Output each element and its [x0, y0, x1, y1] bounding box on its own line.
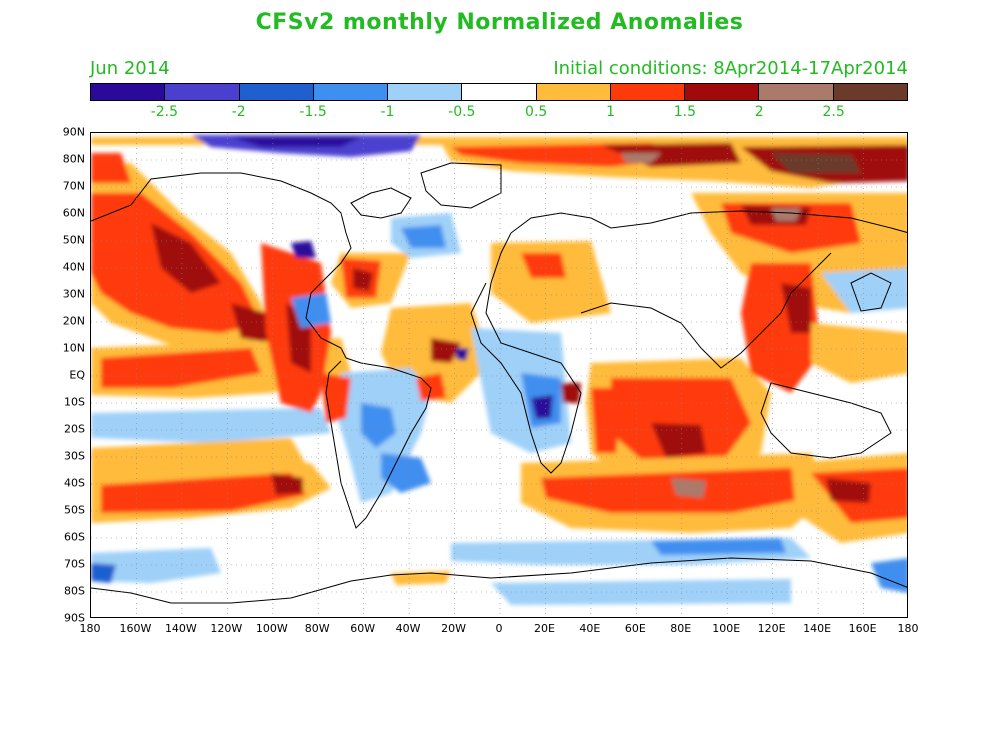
colorbar-segment [833, 84, 907, 100]
latitude-label: 60N [62, 206, 85, 220]
longitude-label: 120E [757, 622, 786, 635]
colorbar-label: 2.5 [822, 104, 845, 120]
colorbar-label: 1.5 [673, 104, 697, 120]
coastlines [91, 162, 907, 604]
colorbar-label: 1 [606, 104, 615, 120]
latitude-label: 20S [64, 422, 85, 436]
longitude-label: 80E [670, 622, 692, 635]
latitude-label: 40N [62, 260, 85, 274]
longitude-label: 20W [441, 622, 466, 635]
colorbar-segment [536, 84, 611, 100]
longitude-label: 80W [304, 622, 330, 635]
longitude-label: 140W [164, 622, 197, 635]
longitude-label: 0 [495, 622, 503, 635]
colorbar-label: 0.5 [525, 104, 548, 120]
latitude-label: 70N [62, 179, 85, 193]
longitude-label: 60W [350, 622, 376, 635]
colorbar-label: 2 [754, 104, 764, 120]
latitude-label: 50S [64, 503, 85, 517]
latitude-label: 10S [64, 395, 85, 409]
longitude-label: 20E [533, 622, 555, 635]
colorbar-segment [165, 84, 240, 100]
latitude-label: 90S [64, 611, 85, 625]
colorbar-label: -2 [231, 104, 246, 120]
latitude-label: 30N [62, 287, 85, 301]
anomaly-map [91, 133, 907, 617]
chart-title: CFSv2 monthly Normalized Anomalies [255, 10, 744, 35]
latitude-label: 20N [62, 314, 85, 328]
initial-conditions: Initial conditions: 8Apr2014-17Apr2014 [553, 58, 908, 79]
longitude-label: 180 [897, 622, 919, 635]
latitude-label: 30S [64, 449, 85, 463]
colorbar-segment [610, 84, 686, 100]
latitude-label: 60S [64, 530, 85, 544]
longitude-label: 120W [210, 622, 243, 635]
longitude-label: 140E [803, 622, 832, 635]
colorbar-label: -1.5 [299, 104, 327, 120]
latitude-label: 90N [62, 125, 85, 139]
colorbar-label: -0.5 [448, 104, 476, 120]
longitude-label: 40W [395, 622, 421, 635]
latitude-label: 50N [62, 233, 85, 247]
graticule [91, 133, 907, 617]
longitude-label: 100E [712, 622, 741, 635]
colorbar-segment [685, 84, 760, 100]
colorbar [90, 83, 908, 101]
anomaly-field [91, 135, 907, 605]
forecast-month: Jun 2014 [90, 58, 170, 79]
latitude-label: 70S [64, 557, 85, 571]
longitude-label: 100W [255, 622, 288, 635]
colorbar-label: -2.5 [150, 104, 179, 120]
longitude-label: 160E [848, 622, 877, 635]
colorbar-segment [239, 84, 314, 100]
colorbar-segment [462, 84, 537, 100]
latitude-label: 40S [64, 476, 85, 490]
longitude-label: 160W [119, 622, 152, 635]
colorbar-label: -1 [380, 104, 395, 120]
latitude-label: 80S [64, 584, 85, 598]
latitude-label: 10N [62, 341, 85, 355]
longitude-label: 40E [579, 622, 601, 635]
colorbar-segment [313, 84, 389, 100]
latitude-label: 80N [62, 152, 85, 166]
colorbar-segment [91, 84, 166, 100]
map-frame [90, 132, 908, 618]
longitude-label: 180 [79, 622, 101, 635]
latitude-label: EQ [69, 368, 85, 382]
colorbar-segment [388, 84, 463, 100]
longitude-label: 60E [624, 622, 646, 635]
colorbar-segment [759, 84, 834, 100]
